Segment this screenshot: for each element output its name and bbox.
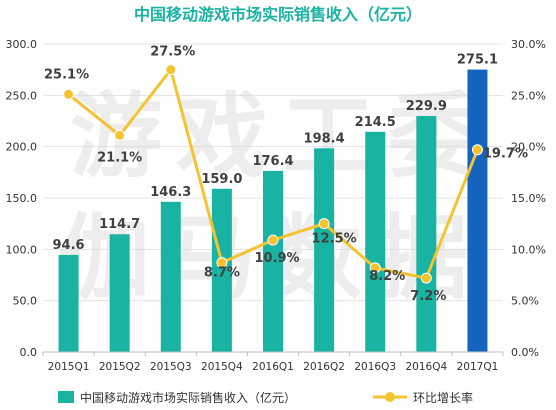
x-tick-label: 2016Q3: [354, 361, 396, 373]
bar-value-label: 229.9: [406, 99, 447, 114]
rate-value-label: 8.7%: [204, 266, 240, 281]
rate-point: [63, 88, 75, 100]
bar-value-label: 176.4: [252, 154, 293, 169]
bar: [109, 234, 130, 352]
rate-point: [369, 262, 381, 274]
rate-value-label: 7.2%: [410, 289, 446, 304]
bar: [467, 69, 488, 353]
y-right-tick-label: 30.0%: [511, 38, 546, 51]
rate-point: [267, 234, 279, 246]
bar: [160, 201, 181, 352]
rate-point: [114, 129, 126, 141]
y-left-tick-label: 150.0: [6, 192, 38, 205]
data-labels: 94.6 114.7 146.3 159.0 176.4 198.4 214.5 229.9 2…: [44, 45, 528, 304]
x-tick-label: 2016Q2: [303, 361, 345, 373]
rate-value-label: 12.5%: [312, 232, 357, 247]
x-tick-label: 2016Q1: [252, 361, 294, 373]
rate-value-label: 21.1%: [97, 150, 142, 165]
bar: [314, 148, 335, 352]
bar-value-label: 159.0: [201, 172, 242, 187]
y-right-tick-label: 5.0%: [511, 295, 539, 308]
bar-value-label: 214.5: [355, 115, 396, 130]
bar-value-label: 146.3: [150, 185, 191, 200]
rate-value-label: 8.2%: [369, 269, 405, 284]
chart-title: 中国移动游戏市场实际销售收入（亿元）: [134, 5, 422, 24]
y-left-tick-label: 200.0: [6, 141, 38, 154]
legend: 中国移动游戏市场实际销售收入（亿元） 环比增长率: [58, 390, 473, 405]
rate-point: [471, 144, 483, 156]
bar: [211, 188, 232, 352]
bar-value-label: 94.6: [53, 238, 85, 253]
y-right-tick-label: 15.0%: [511, 192, 546, 205]
x-tick-label: 2017Q1: [457, 361, 499, 373]
rate-point: [318, 218, 330, 230]
bar-series: [58, 69, 488, 353]
y-left-tick-label: 100.0: [6, 243, 38, 256]
rate-point: [165, 64, 177, 76]
y-right-tick-label: 10.0%: [511, 243, 546, 256]
line-series: [63, 64, 483, 284]
y-right-tick-label: 25.0%: [511, 89, 546, 102]
x-tick-label: 2015Q3: [150, 361, 192, 373]
axes: 0.0 0.0% 50.0 5.0% 100.0 10.0% 150.0 15.0% 200.0…: [6, 38, 546, 373]
y-left-tick-label: 0.0: [20, 346, 38, 359]
bar-value-label: 198.4: [304, 131, 345, 146]
legend-line-marker: [385, 392, 395, 402]
x-tick-label: 2015Q1: [48, 361, 90, 373]
rate-value-label: 19.7%: [483, 147, 528, 162]
rate-point: [216, 257, 228, 269]
bar-value-label: 275.1: [457, 53, 498, 68]
legend-bar-label: 中国移动游戏市场实际销售收入（亿元）: [80, 390, 296, 405]
y-right-tick-label: 20.0%: [511, 141, 546, 154]
legend-bar-swatch: [58, 391, 74, 403]
rate-value-label: 27.5%: [150, 45, 195, 60]
rate-value-label: 25.1%: [44, 67, 89, 82]
bar: [365, 131, 386, 352]
legend-line-label: 环比增长率: [413, 390, 473, 405]
x-tick-label: 2015Q2: [99, 361, 141, 373]
rate-point: [420, 272, 432, 284]
bar: [263, 170, 283, 352]
y-right-tick-label: 0.0%: [511, 346, 539, 359]
y-left-tick-label: 300.0: [6, 38, 38, 51]
bar: [416, 115, 437, 352]
x-tick-label: 2015Q4: [201, 361, 243, 373]
bar-value-label: 114.7: [99, 217, 140, 232]
y-left-tick-label: 50.0: [13, 295, 38, 308]
rate-value-label: 10.9%: [254, 251, 299, 266]
x-tick-label: 2016Q4: [405, 361, 447, 373]
y-left-tick-label: 250.0: [6, 89, 38, 102]
bar: [58, 254, 79, 352]
